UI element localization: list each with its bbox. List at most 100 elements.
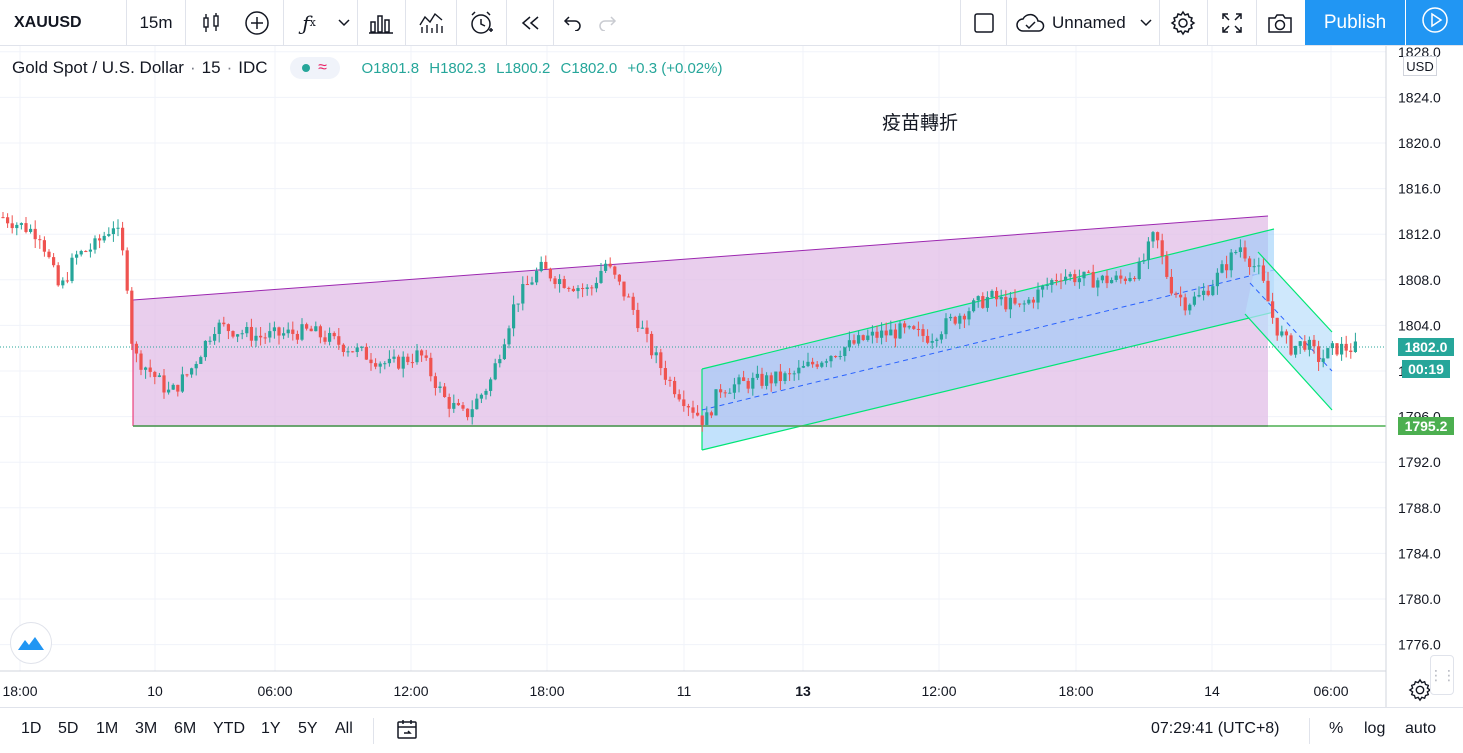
clock-timezone[interactable]: 07:29:41 (UTC+8) xyxy=(1151,720,1280,737)
candle-body xyxy=(732,384,736,393)
interval-button[interactable]: 15m xyxy=(127,0,185,45)
range-1m-button[interactable]: 1M xyxy=(96,720,119,737)
candle-body xyxy=(893,329,897,339)
alert-icon[interactable] xyxy=(460,0,502,45)
candle-body xyxy=(134,343,138,354)
candle-body xyxy=(562,279,566,288)
range-1y-button[interactable]: 1Y xyxy=(261,720,281,737)
divider xyxy=(506,0,507,45)
time-tick-label: 18:00 xyxy=(2,683,37,699)
layout-menu-button[interactable]: Unnamed xyxy=(1012,0,1158,45)
chevron-down-icon[interactable] xyxy=(332,0,356,45)
candle-body xyxy=(590,287,594,289)
range-3m-button[interactable]: 3M xyxy=(135,720,158,737)
market-status-badge[interactable]: ≈ xyxy=(289,57,340,79)
candle-body xyxy=(1128,277,1132,281)
parallel-channel-mid xyxy=(701,269,1275,411)
candle-body xyxy=(843,347,847,357)
market-open-dot xyxy=(302,64,311,72)
time-tick-label: 18:00 xyxy=(1058,683,1093,699)
candle-body xyxy=(553,278,557,285)
percent-toggle[interactable]: % xyxy=(1329,720,1344,737)
divider xyxy=(373,718,374,744)
candle-body xyxy=(1344,343,1348,351)
candle-body xyxy=(10,223,14,229)
range-ytd-button[interactable]: YTD xyxy=(213,720,245,737)
price-chart[interactable]: 1828.0 1824.0 1820.0 1816.0 1812.0 1808.0 1804… xyxy=(0,0,1463,707)
candle-body xyxy=(686,406,690,408)
redo-icon[interactable] xyxy=(592,0,622,45)
templates-icon[interactable] xyxy=(410,0,452,45)
candle-body xyxy=(1119,275,1123,279)
parallel-channel-fill xyxy=(702,229,1274,450)
candle-body xyxy=(240,333,244,335)
candle-body xyxy=(935,339,939,341)
candle-body xyxy=(921,329,925,336)
candle-body xyxy=(916,328,920,330)
candle-body xyxy=(194,363,198,369)
candle-body xyxy=(15,224,19,229)
candle-body xyxy=(811,361,815,365)
candle-body xyxy=(1257,265,1261,267)
range-5d-button[interactable]: 5D xyxy=(58,720,79,737)
candle-body xyxy=(1100,275,1104,281)
candle-body xyxy=(249,326,253,341)
candle-body xyxy=(406,356,410,363)
candle-body xyxy=(1114,275,1118,280)
candle-body xyxy=(410,362,414,364)
log-toggle[interactable]: log xyxy=(1364,720,1386,737)
candle-body xyxy=(976,296,980,301)
replay-icon[interactable] xyxy=(510,0,550,45)
candle-body xyxy=(157,375,161,377)
candle-body xyxy=(1123,278,1127,281)
down-channel-lower xyxy=(1244,313,1333,411)
candle-body xyxy=(535,270,539,283)
chart-text-annotation[interactable]: 疫苗轉折 xyxy=(882,112,959,134)
calendar-icon[interactable] xyxy=(396,718,418,745)
candle-body xyxy=(521,284,525,304)
candle-body xyxy=(93,238,97,250)
compare-icon[interactable] xyxy=(362,0,400,45)
candle-body xyxy=(378,363,382,367)
candle-body xyxy=(1243,247,1247,259)
candle-body xyxy=(98,238,102,241)
publish-button[interactable]: Publish xyxy=(1305,0,1405,45)
range-1d-button[interactable]: 1D xyxy=(21,720,42,737)
currency-label[interactable]: USD xyxy=(1403,56,1437,76)
play-button[interactable] xyxy=(1406,0,1463,45)
settings-icon[interactable] xyxy=(1162,0,1204,45)
candle-body xyxy=(847,340,851,348)
gear-icon[interactable] xyxy=(1408,678,1432,702)
time-tick-label: 13 xyxy=(795,683,811,699)
range-6m-button[interactable]: 6M xyxy=(174,720,197,737)
candle-body xyxy=(167,389,171,393)
auto-toggle[interactable]: auto xyxy=(1405,720,1437,737)
close-value: C1802.0 xyxy=(560,59,618,77)
fullscreen-icon[interactable] xyxy=(1211,0,1253,45)
candle-body xyxy=(990,290,994,298)
candle-body xyxy=(788,373,792,375)
add-indicator-icon[interactable] xyxy=(236,0,278,45)
range-all-button[interactable]: All xyxy=(335,720,353,737)
candle-body xyxy=(1013,297,1017,304)
fullscreen-square-icon[interactable] xyxy=(966,0,1002,45)
candle-body xyxy=(360,346,364,348)
candle-body xyxy=(1068,274,1072,277)
range-5y-button[interactable]: 5Y xyxy=(298,720,318,737)
candles-icon[interactable] xyxy=(190,0,232,45)
tradingview-logo-icon[interactable] xyxy=(10,622,52,664)
candle-body xyxy=(424,355,428,358)
candle-body xyxy=(746,380,750,389)
camera-icon[interactable] xyxy=(1259,0,1301,45)
candle-body xyxy=(305,324,309,329)
symbol-search-button[interactable]: XAUUSD xyxy=(0,0,126,45)
candle-body xyxy=(755,373,759,378)
candle-body xyxy=(438,386,442,388)
candle-body xyxy=(231,331,235,337)
candle-body xyxy=(470,409,474,418)
panel-resize-handle[interactable]: ⋮⋮ xyxy=(1429,655,1456,695)
price-tick-label: 1816.0 xyxy=(1398,181,1441,197)
undo-icon[interactable] xyxy=(558,0,588,45)
candle-body xyxy=(79,251,83,255)
